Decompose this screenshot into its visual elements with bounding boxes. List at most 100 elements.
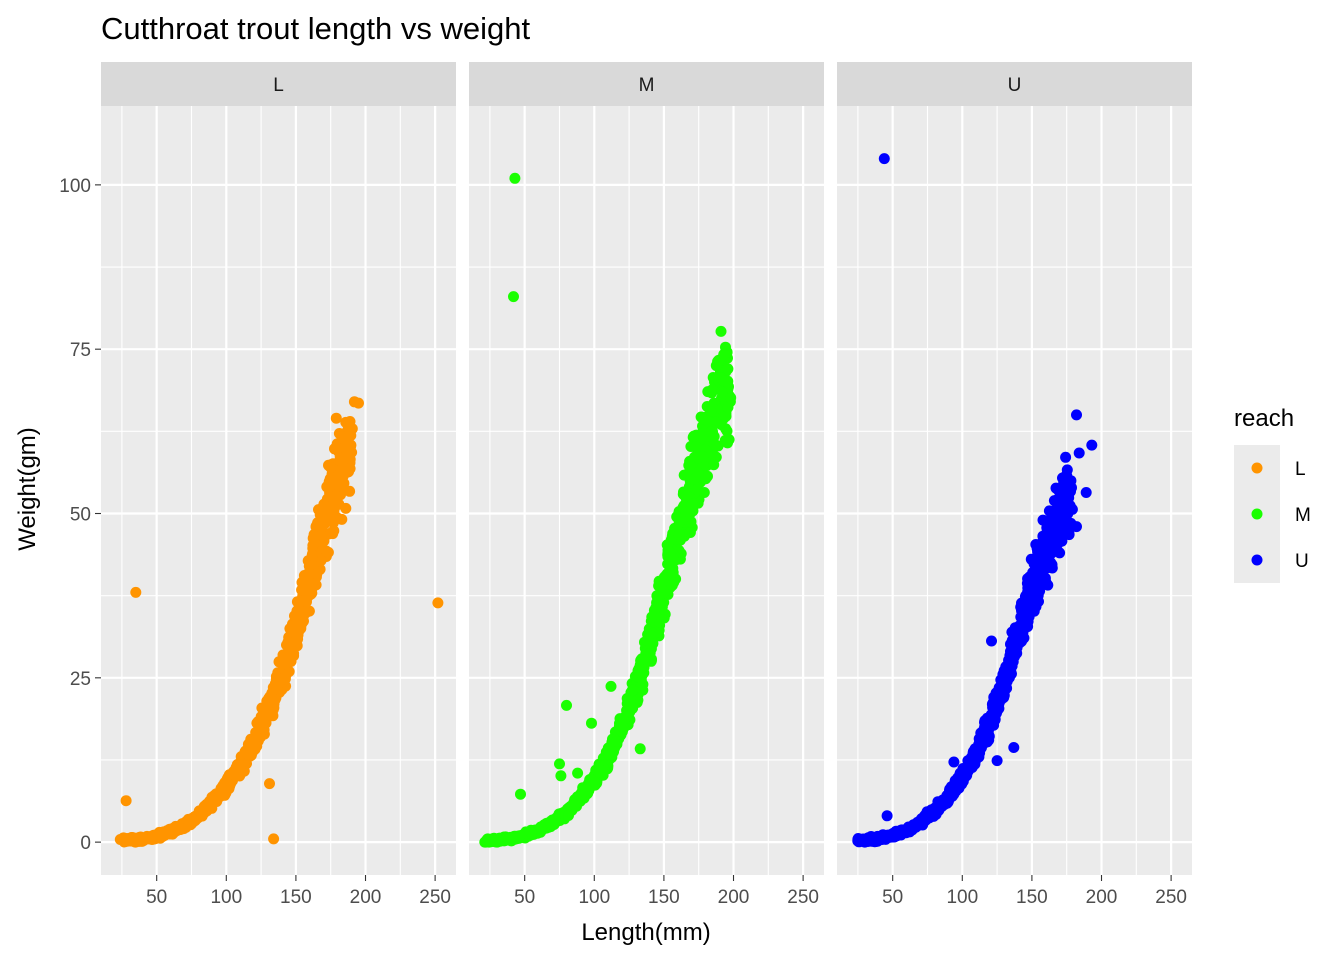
data-point	[283, 637, 294, 649]
data-point	[1020, 590, 1032, 602]
data-point	[611, 736, 623, 747]
data-point	[344, 485, 356, 497]
data-point	[333, 428, 345, 439]
data-point	[1037, 514, 1049, 526]
data-point	[280, 669, 292, 681]
data-point	[998, 687, 1009, 699]
facet-strip	[469, 62, 824, 106]
data-point	[650, 602, 662, 614]
data-point	[681, 490, 693, 502]
data-point	[668, 554, 680, 566]
points-u	[852, 153, 1098, 848]
data-point	[683, 506, 695, 518]
data-point	[340, 439, 352, 450]
data-point	[1073, 447, 1085, 459]
data-point	[876, 832, 888, 844]
data-point	[130, 586, 142, 598]
data-point	[627, 684, 638, 696]
data-point	[605, 680, 617, 692]
y-tick-label: 50	[70, 505, 91, 526]
data-point	[554, 758, 565, 770]
data-point	[162, 828, 174, 839]
data-point	[589, 777, 601, 789]
data-point	[705, 426, 717, 438]
data-point	[914, 817, 926, 829]
data-point	[881, 810, 893, 822]
data-point	[1057, 472, 1068, 484]
facet-panel-u: U 50 100 150 200 250	[837, 62, 1192, 908]
data-point	[535, 821, 547, 833]
data-point	[268, 833, 280, 845]
data-point	[330, 412, 342, 424]
data-point	[852, 833, 864, 844]
data-point	[1035, 545, 1047, 557]
data-point	[301, 596, 312, 608]
legend-marker	[1251, 462, 1263, 474]
y-axis-title: Weight(gm)	[14, 427, 41, 551]
data-point	[1071, 521, 1082, 533]
data-point	[646, 611, 658, 623]
x-tick-label: 250	[787, 887, 819, 908]
x-tick-label: 50	[514, 887, 535, 908]
data-point	[294, 607, 306, 619]
data-point	[322, 546, 334, 558]
data-point	[306, 587, 318, 599]
data-point	[278, 657, 290, 669]
data-point	[315, 555, 327, 566]
data-point	[666, 579, 678, 591]
data-point	[1059, 501, 1071, 513]
data-point	[311, 568, 323, 580]
data-point	[336, 513, 348, 525]
data-point	[291, 633, 303, 645]
data-point	[316, 529, 328, 541]
data-point	[720, 410, 732, 422]
data-point	[627, 702, 639, 714]
data-point	[667, 567, 679, 579]
data-point	[432, 597, 444, 609]
data-point	[1036, 559, 1048, 571]
data-point	[719, 435, 731, 446]
data-point	[906, 822, 918, 834]
data-point	[1008, 742, 1020, 753]
legend-label: U	[1295, 551, 1309, 572]
data-point	[700, 473, 712, 485]
data-point	[988, 719, 1000, 731]
facet-panels: L 50 100 150 200 250 0 25 50 75 100 M 50 100 150 200 250…	[59, 62, 1192, 908]
data-point	[651, 590, 663, 602]
data-point	[1071, 409, 1082, 421]
x-tick-label: 250	[1155, 887, 1187, 908]
data-point	[702, 415, 714, 427]
data-point	[698, 487, 710, 498]
y-tick-label: 75	[70, 340, 91, 361]
data-point	[990, 707, 1002, 719]
legend: reach L M U	[1234, 405, 1311, 583]
data-point	[892, 826, 904, 838]
data-point	[974, 735, 986, 747]
data-point	[725, 392, 737, 404]
data-point	[722, 401, 734, 413]
y-tick-label: 25	[70, 669, 91, 690]
data-point	[593, 762, 605, 774]
x-axis-title: Length(mm)	[581, 919, 710, 946]
data-point	[1048, 495, 1060, 507]
data-point	[264, 778, 275, 790]
data-point	[341, 466, 353, 478]
data-point	[705, 405, 717, 417]
data-point	[183, 814, 195, 826]
data-point	[617, 722, 629, 734]
data-point	[697, 451, 709, 463]
data-point	[706, 384, 718, 396]
points-l	[114, 396, 444, 848]
panel-background	[101, 106, 456, 875]
x-tick-label: 50	[146, 887, 167, 908]
data-point	[561, 699, 572, 711]
x-tick-label: 150	[1016, 887, 1048, 908]
data-point	[235, 757, 247, 769]
data-point	[1002, 669, 1014, 681]
data-point	[547, 819, 558, 831]
facet-strip	[101, 62, 456, 106]
data-point	[207, 797, 219, 809]
facet-strip	[837, 62, 1192, 106]
data-point	[1060, 451, 1072, 463]
